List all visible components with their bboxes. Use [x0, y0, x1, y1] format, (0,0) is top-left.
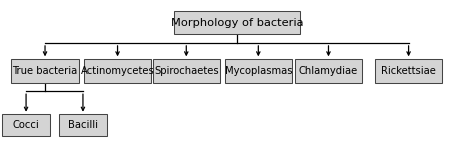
- Text: Rickettsiae: Rickettsiae: [381, 66, 436, 76]
- Text: True bacteria: True bacteria: [12, 66, 78, 76]
- Text: Bacilli: Bacilli: [68, 120, 98, 130]
- FancyBboxPatch shape: [84, 59, 151, 83]
- Text: Cocci: Cocci: [13, 120, 39, 130]
- FancyBboxPatch shape: [11, 59, 79, 83]
- FancyBboxPatch shape: [375, 59, 442, 83]
- FancyBboxPatch shape: [59, 114, 107, 136]
- Text: Spirochaetes: Spirochaetes: [154, 66, 219, 76]
- FancyBboxPatch shape: [225, 59, 292, 83]
- Text: Mycoplasmas: Mycoplasmas: [225, 66, 292, 76]
- Text: Chlamydiae: Chlamydiae: [299, 66, 358, 76]
- FancyBboxPatch shape: [2, 114, 50, 136]
- FancyBboxPatch shape: [153, 59, 220, 83]
- Text: Actinomycetes: Actinomycetes: [81, 66, 155, 76]
- FancyBboxPatch shape: [295, 59, 362, 83]
- Text: Morphology of bacteria: Morphology of bacteria: [171, 18, 303, 28]
- FancyBboxPatch shape: [174, 11, 300, 35]
